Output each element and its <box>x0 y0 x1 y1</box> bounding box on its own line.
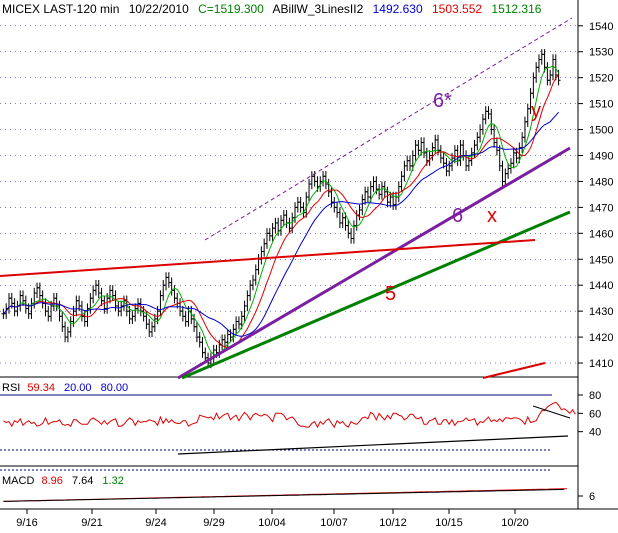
x-tick-label: 9/24 <box>145 517 166 529</box>
macd-value-1: 8.96 <box>41 475 62 487</box>
channel-upper-dashed <box>204 17 573 241</box>
rsi-y-axis: 40 60 80 <box>578 390 601 439</box>
indicator-value-1: 1492.630 <box>373 2 423 16</box>
x-tick-label: 10/15 <box>435 517 463 529</box>
rsi-trendline-down <box>532 405 571 419</box>
wave-label-6: 6 <box>452 205 463 227</box>
svg-text:MACD 8.96 7.64 1.3: MACD 8.96 7.64 1.32 <box>2 475 124 487</box>
rsi-tick-label: 80 <box>589 390 601 402</box>
macd-tick-label: 6 <box>589 491 595 503</box>
indicator-label: ABillW_3LinesII2 <box>273 2 364 16</box>
rsi-value: 59.34 <box>27 382 55 394</box>
macd-lines <box>3 488 568 502</box>
wave-label-5: 5 <box>385 283 396 305</box>
price-tick-label: 1520 <box>589 73 613 85</box>
trendline-red-flat <box>0 239 536 277</box>
x-tick-label: 9/21 <box>81 517 102 529</box>
price-tick-label: 1480 <box>589 176 613 188</box>
rsi-high: 80.00 <box>101 382 129 394</box>
price-tick-label: 1440 <box>589 280 613 292</box>
ma-slow-line <box>3 111 559 337</box>
x-tick-label: 10/07 <box>320 517 348 529</box>
price-tick-label: 1540 <box>589 21 613 33</box>
macd-signal-series <box>3 488 565 502</box>
macd-y-axis: 6 <box>578 491 595 503</box>
price-tick-label: 1500 <box>589 125 613 137</box>
price-tick-label: 1510 <box>589 99 613 111</box>
rsi-series <box>3 401 576 429</box>
price-tick-label: 1490 <box>589 150 613 162</box>
trendline-red-short <box>482 362 546 379</box>
price-tick-label: 1430 <box>589 306 613 318</box>
price-tick-label: 1410 <box>589 358 613 370</box>
x-tick-label: 10/04 <box>258 517 286 529</box>
price-tick-label: 1470 <box>589 202 613 214</box>
svg-text:RSI 59.34 20.00 80: RSI 59.34 20.00 80.00 <box>2 382 128 394</box>
macd-value-3: 1.32 <box>102 475 123 487</box>
x-axis: 9/16 9/21 9/24 9/29 10/04 10/07 10/12 10/15 10/2… <box>16 509 529 529</box>
price-tick-label: 1420 <box>589 332 613 344</box>
close-label: C=1519.300 <box>198 2 264 16</box>
price-tick-label: 1530 <box>589 47 613 59</box>
rsi-tick-label: 40 <box>589 427 601 439</box>
svg-text:MICEX LAST-120 min 10/22/2: MICEX LAST-120 min 10/22/2010 C=1519.300… <box>2 2 542 16</box>
rsi-label: RSI <box>2 382 20 394</box>
indicator-value-2: 1503.552 <box>432 2 482 16</box>
symbol-label: MICEX LAST-120 min <box>2 2 119 16</box>
indicator-value-3: 1512.316 <box>491 2 541 16</box>
x-tick-label: 10/20 <box>501 517 529 529</box>
trendline-6 <box>177 146 571 380</box>
x-tick-label: 9/29 <box>203 517 224 529</box>
price-y-axis: 1410 1420 1430 1440 1450 1460 1470 1480 1490 1500… <box>578 21 613 370</box>
price-tick-label: 1460 <box>589 228 613 240</box>
price-tick-label: 1450 <box>589 254 613 266</box>
wave-label-6star: 6* <box>433 90 452 112</box>
trendline-5 <box>181 210 571 380</box>
x-tick-label: 10/12 <box>379 517 407 529</box>
rsi-tick-label: 60 <box>589 408 601 420</box>
date-label: 10/22/2010 <box>129 2 189 16</box>
rsi-line <box>3 401 576 429</box>
rsi-trendline <box>177 435 569 455</box>
macd-label: MACD <box>2 475 34 487</box>
ma-mid-line <box>3 74 559 349</box>
wave-label-y: y <box>531 100 541 122</box>
rsi-low: 20.00 <box>64 382 92 394</box>
x-tick-label: 9/16 <box>16 517 37 529</box>
macd-value-2: 7.64 <box>72 475 93 487</box>
moving-averages <box>3 65 560 357</box>
wave-label-x: x <box>487 205 497 227</box>
